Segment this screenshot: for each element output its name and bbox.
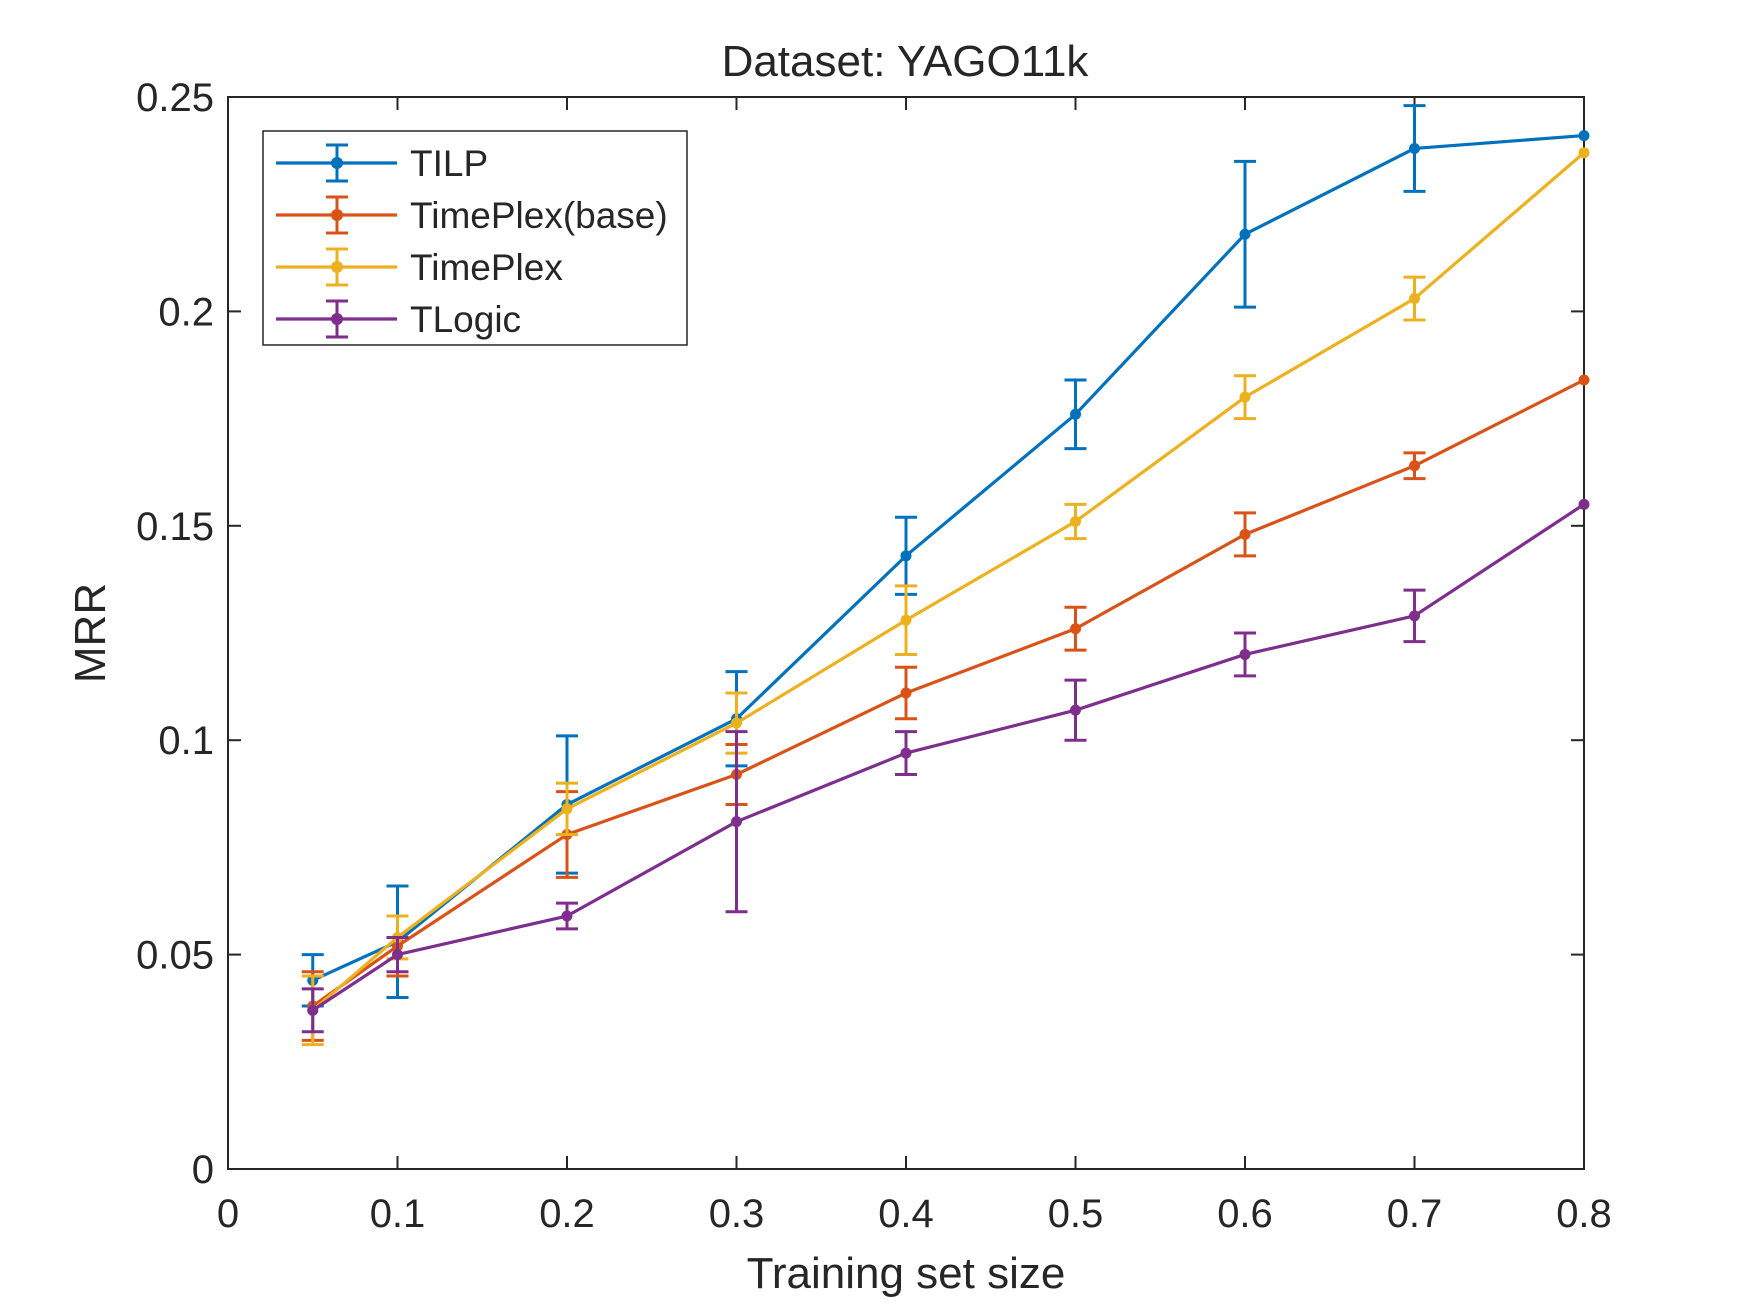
legend-sample-timeplex-base xyxy=(276,195,397,235)
series-tlogic xyxy=(301,498,1590,1034)
data-point-tilp xyxy=(1239,228,1251,240)
data-point-timeplex xyxy=(561,803,573,815)
y-tick-label: 0.25 xyxy=(136,76,214,120)
data-point-tilp xyxy=(1409,142,1420,154)
data-point-timeplex-base xyxy=(1578,374,1590,386)
data-point-tlogic xyxy=(561,910,573,922)
legend-marker xyxy=(331,261,343,273)
legend-marker xyxy=(331,313,343,325)
x-tick-label: 0.3 xyxy=(709,1192,765,1236)
data-point-timeplex xyxy=(1070,516,1081,528)
x-tick-label: 0.2 xyxy=(539,1192,595,1236)
data-point-timeplex xyxy=(1578,147,1590,159)
data-point-tilp xyxy=(1578,130,1590,142)
legend-sample-tlogic xyxy=(276,299,397,339)
legend-sample-tilp xyxy=(276,143,397,183)
x-tick-label: 0.5 xyxy=(1048,1192,1104,1236)
chart-title: Dataset: YAGO11k xyxy=(722,37,1090,86)
x-tick-label: 0.7 xyxy=(1387,1192,1443,1236)
x-tick-label: 0 xyxy=(217,1192,239,1236)
legend-sample-timeplex xyxy=(276,247,397,287)
data-point-timeplex xyxy=(1239,391,1251,403)
y-axis-label: MRR xyxy=(66,583,115,683)
legend-label-tilp: TILP xyxy=(410,143,488,184)
data-point-tlogic xyxy=(731,816,742,828)
data-point-tilp xyxy=(900,550,912,562)
y-tick-label: 0.2 xyxy=(158,290,214,334)
x-axis-label: Training set size xyxy=(747,1249,1066,1298)
x-tick-label: 0.6 xyxy=(1217,1192,1273,1236)
x-tick-label: 0.1 xyxy=(370,1192,426,1236)
data-point-tlogic xyxy=(1578,498,1590,510)
legend-label-timeplex-base: TimePlex(base) xyxy=(410,195,668,236)
data-point-tilp xyxy=(1070,408,1081,420)
data-point-timeplex-base xyxy=(1239,528,1251,540)
legend: TILP TimePlex(base) TimePlex TLogic xyxy=(262,130,688,346)
data-point-tlogic xyxy=(1239,648,1251,660)
data-point-timeplex-base xyxy=(1070,623,1081,635)
y-tick-label: 0 xyxy=(192,1148,214,1192)
legend-label-timeplex: TimePlex xyxy=(410,247,563,288)
data-point-timeplex xyxy=(900,614,912,626)
y-tick-label: 0.05 xyxy=(136,934,214,978)
data-point-tlogic xyxy=(392,949,403,961)
data-point-tlogic xyxy=(307,1004,319,1016)
legend-marker xyxy=(331,209,343,221)
x-tick-label: 0.4 xyxy=(878,1192,934,1236)
x-tick-label: 0.8 xyxy=(1556,1192,1612,1236)
data-point-timeplex xyxy=(731,717,742,729)
data-point-timeplex xyxy=(1409,293,1420,305)
legend-label-tlogic: TLogic xyxy=(410,299,521,340)
legend-marker xyxy=(331,157,343,169)
data-point-tlogic xyxy=(1409,610,1420,622)
data-point-timeplex-base xyxy=(1409,460,1420,472)
data-point-tlogic xyxy=(1070,704,1081,716)
data-point-tlogic xyxy=(900,747,912,759)
data-point-timeplex-base xyxy=(900,687,912,699)
y-tick-label: 0.15 xyxy=(136,505,214,549)
y-tick-label: 0.1 xyxy=(158,719,214,763)
